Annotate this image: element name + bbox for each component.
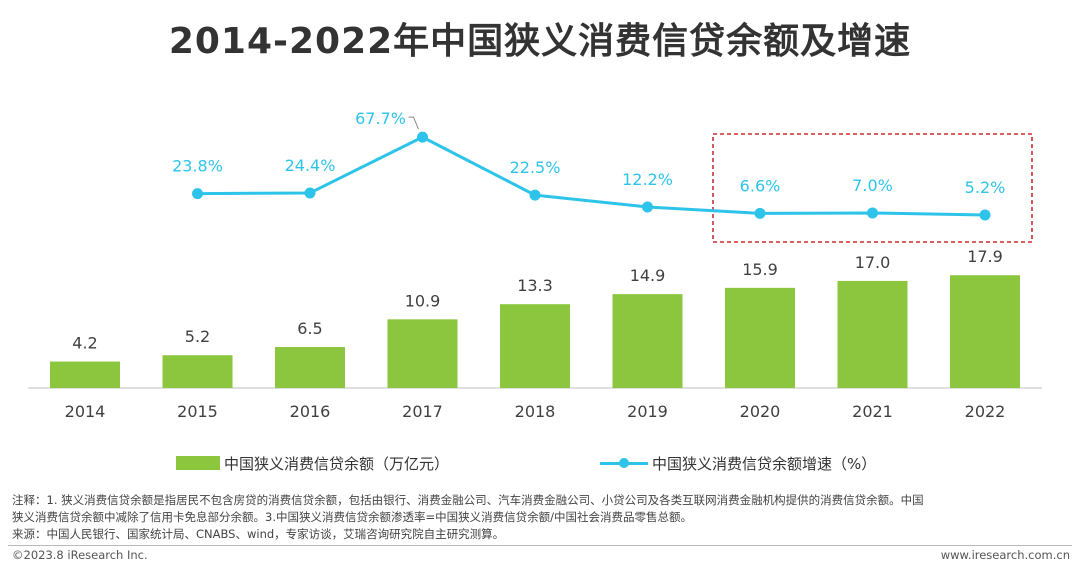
growth-label-2019: 12.2% [622, 170, 673, 189]
growth-point-2015 [192, 188, 203, 200]
growth-label-2021: 7.0% [852, 176, 893, 195]
bar-value-label-2018: 13.3 [517, 276, 553, 295]
bar-2021 [837, 280, 908, 388]
x-tick-label-2022: 2022 [965, 402, 1006, 421]
legend-line-label: 中国狭义消费信贷余额增速（%） [652, 454, 877, 473]
bar-2019 [612, 294, 683, 388]
highlight-box [712, 133, 1033, 243]
legend-item-growth: 中国狭义消费信贷余额增速（%） [600, 452, 876, 474]
bar-2016 [275, 347, 345, 388]
x-tick-label-2020: 2020 [740, 402, 781, 421]
growth-label-2020: 6.6% [740, 176, 781, 195]
bar-value-label-2020: 15.9 [742, 260, 778, 279]
growth-point-2021 [867, 207, 878, 219]
note-line-1: 注释：1. 狭义消费信贷余额是指居民不包含房贷的消费信贷余额，包括由银行、消费金… [12, 493, 924, 507]
growth-label-2015: 23.8% [172, 157, 223, 176]
bar-2022 [950, 275, 1020, 388]
growth-point-2018 [529, 189, 541, 201]
x-tick-label-2017: 2017 [402, 402, 443, 421]
bar-value-label-2019: 14.9 [630, 266, 666, 285]
chart-notes: 注释：1. 狭义消费信贷余额是指居民不包含房贷的消费信贷余额，包括由银行、消费金… [12, 492, 1072, 543]
bar-value-label-2015: 5.2 [185, 327, 210, 346]
footer-copyright: ©2023.8 iResearch Inc. [12, 548, 148, 562]
growth-point-2019 [642, 201, 653, 213]
growth-label-2016: 24.4% [285, 156, 336, 175]
bar-2015 [162, 355, 233, 388]
growth-point-2020 [754, 207, 766, 219]
bar-value-label-2022: 17.9 [967, 247, 1003, 266]
chart-title: 2014-2022年中国狭义消费信贷余额及增速 [168, 21, 912, 62]
peak-leader-line [408, 116, 419, 130]
growth-point-2017 [417, 131, 428, 143]
legend-bar-swatch [176, 456, 220, 470]
bar-value-label-2021: 17.0 [855, 253, 891, 272]
growth-label-2018: 22.5% [510, 158, 561, 177]
footer-divider [8, 545, 1072, 546]
growth-label-2017: 67.7% [355, 109, 406, 128]
growth-label-2022: 5.2% [965, 178, 1006, 197]
growth-point-2016 [304, 187, 316, 199]
chart-area: 4.2 2014 5.2 2015 6.5 2016 10.9 2017 13.3 2018 14.… [28, 109, 1042, 421]
bar-2017 [387, 319, 458, 388]
bar-2018 [500, 304, 570, 388]
x-tick-label-2019: 2019 [627, 402, 668, 421]
bar-2014 [50, 361, 120, 388]
x-tick-label-2014: 2014 [65, 402, 106, 421]
legend-bar-label: 中国狭义消费信贷余额（万亿元） [224, 454, 450, 473]
bar-2020 [725, 287, 795, 388]
note-line-2: 狭义消费信贷余额中减除了信用卡免息部分余额。3.中国狭义消费信贷余额渗透率=中国… [12, 510, 692, 524]
legend-item-balance: 中国狭义消费信贷余额（万亿元） [176, 452, 449, 474]
growth-point-2022 [979, 209, 991, 221]
growth-line [197, 135, 986, 217]
legend-line-swatch [600, 456, 648, 470]
bar-value-label-2016: 6.5 [297, 319, 322, 338]
bar-value-label-2014: 4.2 [72, 334, 97, 353]
bar-value-label-2017: 10.9 [405, 291, 441, 310]
source-line: 来源：中国人民银行、国家统计局、CNABS、wind，专家访谈，艾瑞咨询研究院自… [12, 527, 505, 541]
x-tick-label-2016: 2016 [290, 402, 331, 421]
x-tick-label-2015: 2015 [177, 402, 218, 421]
x-tick-label-2021: 2021 [852, 402, 893, 421]
x-tick-label-2018: 2018 [515, 402, 556, 421]
footer-website: www.iresearch.com.cn [940, 548, 1070, 562]
